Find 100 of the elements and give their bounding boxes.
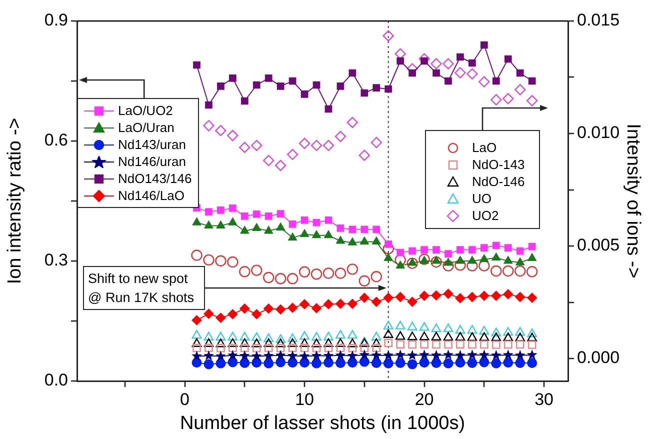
point <box>478 350 490 360</box>
point <box>467 332 478 341</box>
point <box>286 148 298 160</box>
point <box>252 81 260 89</box>
point <box>467 358 478 368</box>
point <box>514 265 526 277</box>
point <box>240 332 250 340</box>
point <box>298 266 310 278</box>
point <box>276 222 285 231</box>
point <box>516 247 524 255</box>
point <box>443 332 454 341</box>
point <box>383 358 394 368</box>
point <box>336 330 346 339</box>
point <box>492 252 501 261</box>
point <box>227 256 238 268</box>
point <box>490 265 502 277</box>
point <box>276 357 286 368</box>
legend-label: LaO/Uran <box>118 120 174 135</box>
point <box>217 206 224 214</box>
point <box>346 116 358 128</box>
point <box>407 350 418 360</box>
point <box>348 226 356 234</box>
point <box>264 74 272 82</box>
point <box>444 77 452 85</box>
point <box>466 350 478 360</box>
point <box>515 292 526 302</box>
point <box>312 81 320 89</box>
point <box>478 76 490 88</box>
point <box>335 358 346 368</box>
point <box>419 358 430 368</box>
point <box>408 258 417 266</box>
point <box>264 212 272 220</box>
point <box>252 309 262 320</box>
point <box>192 315 202 326</box>
point <box>479 332 490 341</box>
point <box>276 304 286 314</box>
point <box>454 260 466 271</box>
point <box>419 322 430 331</box>
point <box>215 124 226 136</box>
point <box>348 344 357 352</box>
point <box>480 41 488 49</box>
point <box>419 332 430 340</box>
point <box>251 350 262 361</box>
point <box>504 55 512 63</box>
point <box>276 344 285 352</box>
point <box>372 84 380 92</box>
point <box>456 246 464 254</box>
point <box>347 350 358 360</box>
point <box>348 330 358 339</box>
point <box>288 302 298 313</box>
point <box>276 338 286 348</box>
point <box>515 358 526 368</box>
point <box>336 82 344 90</box>
point <box>322 140 334 152</box>
point <box>479 290 490 301</box>
point <box>396 248 404 256</box>
y-axis-title: Ion intensity ratio -> <box>4 118 26 284</box>
point <box>347 358 358 368</box>
point <box>502 350 514 360</box>
point <box>263 154 274 166</box>
point <box>192 330 202 339</box>
point <box>312 358 322 368</box>
point <box>228 332 238 340</box>
point <box>264 226 274 234</box>
point <box>229 204 236 212</box>
point <box>466 68 478 80</box>
legend-label: NdO-146 <box>472 174 525 189</box>
point <box>276 82 284 90</box>
point <box>479 326 490 335</box>
point <box>371 358 382 368</box>
point <box>420 246 428 254</box>
point <box>383 320 394 330</box>
point <box>442 260 454 272</box>
point <box>359 356 370 367</box>
point <box>191 250 202 261</box>
point <box>371 332 382 340</box>
point <box>514 350 526 360</box>
point <box>348 69 356 77</box>
point <box>468 246 476 254</box>
y2-tick-label: 0.010 <box>577 123 620 142</box>
point <box>468 256 477 264</box>
y2-tick-label: 0.000 <box>577 348 620 368</box>
point <box>490 94 502 106</box>
point <box>383 350 394 360</box>
point <box>274 160 286 172</box>
point <box>216 338 226 348</box>
point <box>527 328 538 338</box>
point <box>312 218 320 226</box>
point <box>335 350 346 360</box>
point <box>192 218 202 226</box>
point <box>515 332 526 342</box>
point <box>228 218 238 226</box>
point <box>408 340 416 349</box>
point <box>240 97 248 105</box>
point <box>299 350 310 361</box>
point <box>300 229 309 237</box>
point <box>251 264 262 276</box>
point <box>491 290 502 301</box>
point <box>456 53 464 61</box>
point <box>420 340 428 348</box>
